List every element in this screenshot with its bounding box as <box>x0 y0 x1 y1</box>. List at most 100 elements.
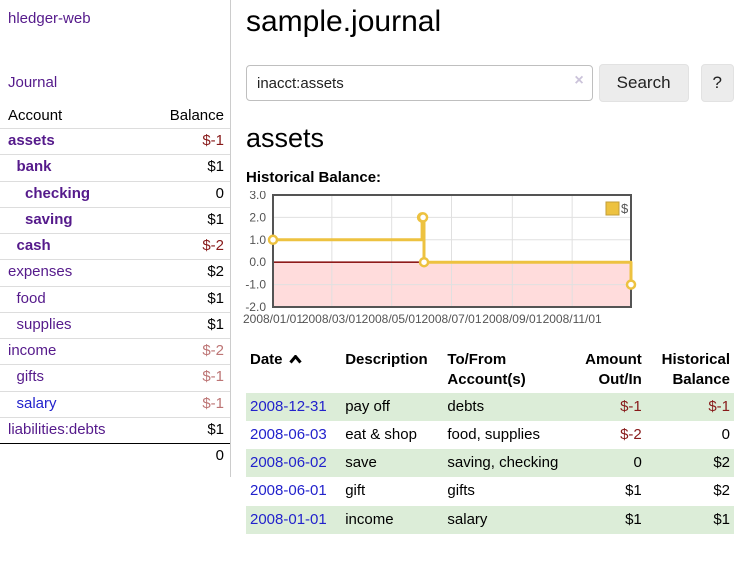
account-balance: $-2 <box>142 337 230 365</box>
page-title: sample.journal <box>246 5 442 38</box>
account-link[interactable]: saving <box>25 210 73 228</box>
accounts-table: Account Balance assets $-1 bank $1 checking 0… <box>0 104 230 470</box>
transaction-description: gift <box>345 482 366 500</box>
clear-search-icon[interactable]: × <box>574 72 584 89</box>
sidebar: hledger-web Journal Account Balance asse… <box>0 0 231 478</box>
transaction-balance: $2 <box>713 482 730 500</box>
account-balance: $1 <box>142 206 230 234</box>
search-input-wrapper: × <box>246 65 593 101</box>
transaction-description: income <box>341 505 444 534</box>
account-link[interactable]: checking <box>25 184 91 202</box>
transaction-date-link[interactable]: 2008-01-01 <box>250 510 327 528</box>
legend-swatch <box>605 201 620 216</box>
transaction-row: 2008-06-02 save saving, checking 0 $2 <box>246 449 734 478</box>
x-tick-label: 2008/11/01 <box>543 312 602 326</box>
account-balance: 0 <box>142 180 230 208</box>
account-row: food $1 <box>0 285 230 313</box>
transaction-row: 2008-06-03 eat & shop food, supplies $-2 0 <box>246 421 734 449</box>
account-balance: $-2 <box>142 232 230 260</box>
accounts-total-row: 0 <box>0 443 230 470</box>
account-link[interactable]: liabilities:debts <box>8 420 106 438</box>
sort-ascending-icon <box>288 354 302 364</box>
y-tick-label: 0.0 <box>249 255 266 269</box>
column-header[interactable]: Date <box>246 348 341 393</box>
x-tick-label: 2008/03/01 <box>302 312 362 326</box>
transaction-balance: $1 <box>645 505 734 534</box>
search-input[interactable] <box>246 65 593 101</box>
y-tick-label: 1.0 <box>249 233 266 247</box>
transaction-date-link[interactable]: 2008-12-31 <box>250 397 327 415</box>
account-link[interactable]: supplies <box>16 315 72 333</box>
y-tick-label: -2.0 <box>245 300 266 314</box>
account-balance: $1 <box>142 416 230 444</box>
account-link[interactable]: income <box>8 342 57 359</box>
account-link[interactable]: gifts <box>16 368 45 386</box>
account-row: income $-2 <box>0 337 230 365</box>
account-row: salary $-1 <box>0 390 230 418</box>
account-balance: $-1 <box>142 390 230 418</box>
account-row: checking 0 <box>0 180 230 208</box>
account-balance: $1 <box>142 311 230 339</box>
x-tick-label: 2008/09/01 <box>482 312 542 326</box>
brand-link[interactable]: hledger-web <box>8 10 91 27</box>
column-header: Amount Out/In <box>585 351 642 389</box>
transaction-date-link[interactable]: 2008-06-02 <box>250 454 327 471</box>
sidebar-item-journal[interactable]: Journal <box>8 74 58 91</box>
transaction-accounts: food, supplies <box>447 425 540 443</box>
chart-title: Historical Balance: <box>246 169 382 186</box>
account-link[interactable]: salary <box>16 394 57 412</box>
transaction-amount: $-1 <box>569 392 646 421</box>
transaction-amount: $1 <box>569 505 646 534</box>
column-header: To/From Account(s) <box>447 351 526 389</box>
transactions-table: Date Description To/From Account(s) Amount Ou… <box>246 348 734 534</box>
accounts-header-account: Account <box>8 107 63 124</box>
y-tick-label: 3.0 <box>249 191 266 202</box>
account-balance: $1 <box>142 154 230 181</box>
y-tick-label: 2.0 <box>249 210 266 224</box>
column-header: Historical Balance <box>661 351 730 389</box>
account-link[interactable]: food <box>16 289 46 307</box>
account-row: assets $-1 <box>0 127 230 155</box>
account-row: bank $1 <box>0 154 230 181</box>
account-balance: $1 <box>142 285 230 313</box>
account-link[interactable]: bank <box>16 158 52 176</box>
transaction-description: pay off <box>341 392 444 421</box>
y-tick-label: -1.0 <box>245 278 266 292</box>
app: hledger-web Journal Account Balance asse… <box>0 0 734 534</box>
accounts-body: assets $-1 bank $1 checking 0 saving $1 cash $-2 e… <box>0 127 230 444</box>
transaction-date-link[interactable]: 2008-06-03 <box>250 425 327 443</box>
account-row: expenses $2 <box>0 259 230 286</box>
column-header: Description <box>345 351 428 368</box>
account-link[interactable]: expenses <box>8 263 73 281</box>
transaction-amount: $1 <box>625 482 642 500</box>
account-balance: $2 <box>142 259 230 286</box>
search-button[interactable]: Search <box>598 64 689 102</box>
transaction-description: save <box>341 449 444 478</box>
transaction-accounts: saving, checking <box>443 449 570 478</box>
account-row: cash $-2 <box>0 232 230 260</box>
balance-chart: 3.0 2.0 1.0 0.0 -1.0 -2.02008/01/012008/03/01… <box>243 191 637 326</box>
account-row: liabilities:debts $1 <box>0 416 230 444</box>
accounts-total-value: 0 <box>142 443 230 470</box>
transaction-balance: $-1 <box>645 392 734 421</box>
data-point-marker <box>417 212 429 223</box>
transactions-header: Date Description To/From Account(s) Amount Ou… <box>246 348 734 393</box>
transaction-description: eat & shop <box>345 425 417 443</box>
x-tick-label: 2008/07/01 <box>421 312 481 326</box>
data-point-marker <box>625 279 637 290</box>
transaction-row: 2008-01-01 income salary $1 $1 <box>246 505 734 534</box>
account-heading: assets <box>246 123 325 153</box>
transaction-accounts: salary <box>443 505 570 534</box>
account-link[interactable]: cash <box>16 237 51 254</box>
data-point-marker <box>267 234 279 246</box>
help-button[interactable]: ? <box>700 64 734 102</box>
transactions-header-row: Date Description To/From Account(s) Amount Ou… <box>246 348 734 393</box>
search-form: × Search ? <box>246 64 734 102</box>
account-balance: $-1 <box>142 364 230 391</box>
transaction-amount: 0 <box>569 449 646 478</box>
account-row: supplies $1 <box>0 311 230 339</box>
transaction-date-link[interactable]: 2008-06-01 <box>250 482 327 500</box>
account-link[interactable]: assets <box>8 132 55 149</box>
transaction-balance: $2 <box>645 449 734 478</box>
transaction-row: 2008-06-01 gift gifts $1 $2 <box>246 477 734 505</box>
